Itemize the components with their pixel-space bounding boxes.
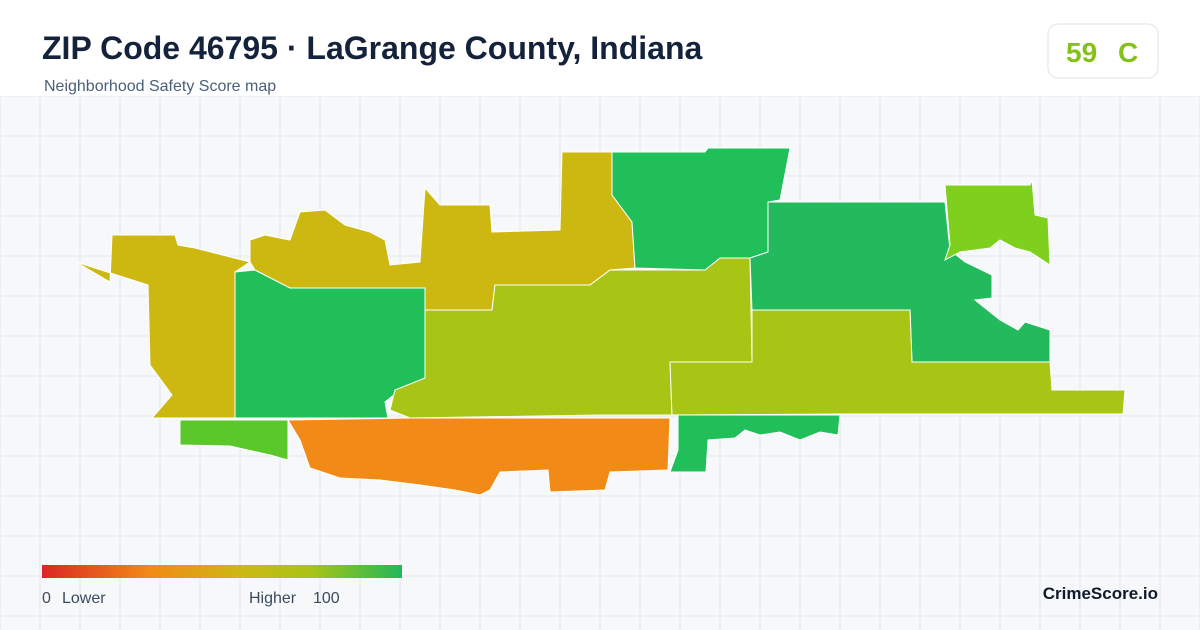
region [749, 201, 1051, 363]
brand: CrimeScore.io [1043, 584, 1158, 603]
legend-min: 0 [42, 590, 51, 607]
legend-high: Higher [249, 590, 297, 607]
grade: C [1118, 37, 1138, 68]
region [611, 147, 791, 271]
title: ZIP Code 46795 · LaGrange County, Indian… [42, 30, 703, 66]
region [669, 414, 841, 473]
region [287, 417, 671, 496]
legend-low: Lower [62, 590, 106, 607]
region [75, 234, 252, 419]
region [669, 309, 1126, 416]
score-badge [1047, 23, 1159, 79]
score: 59 [1066, 37, 1097, 68]
regions [75, 147, 1126, 496]
header-band [0, 0, 1200, 96]
subtitle: Neighborhood Safety Score map [44, 78, 276, 95]
legend-max: 100 [313, 590, 340, 607]
region [944, 179, 1051, 266]
legend-scale [42, 565, 402, 578]
region [179, 419, 289, 461]
